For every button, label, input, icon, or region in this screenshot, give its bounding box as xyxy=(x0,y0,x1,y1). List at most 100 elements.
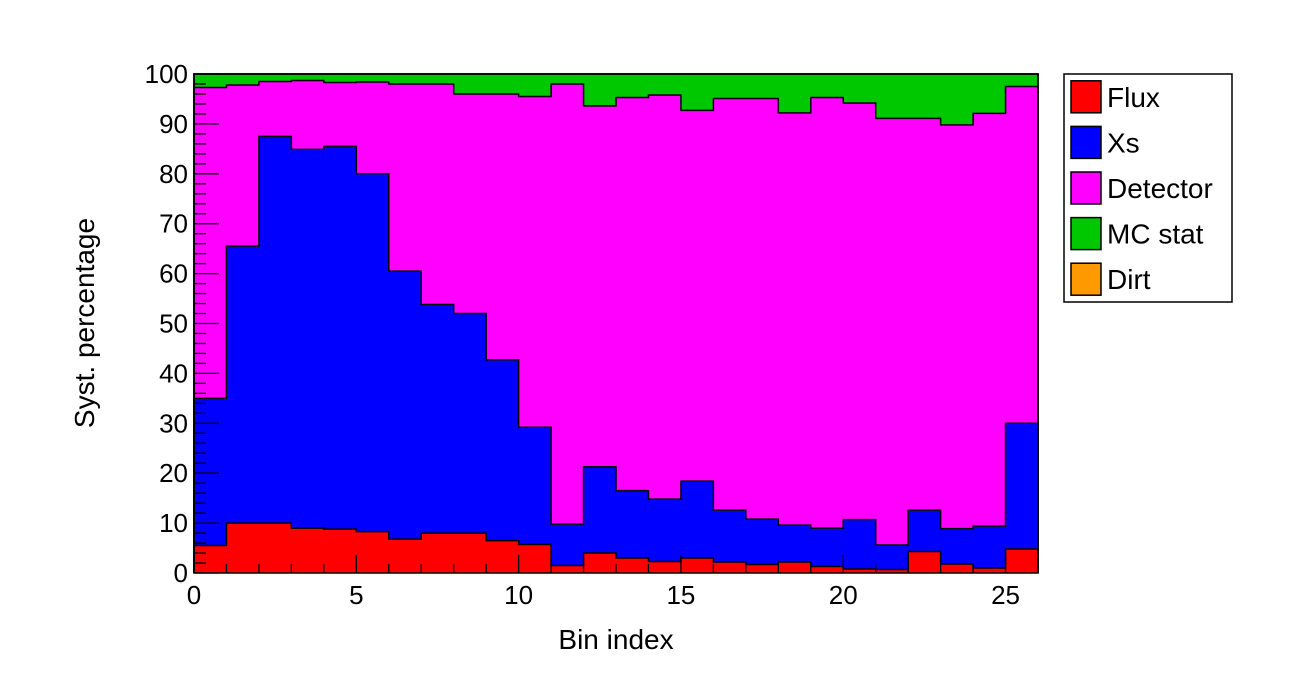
bar-mc-stat-bin-14 xyxy=(648,74,682,96)
bar-mc-stat-bin-17 xyxy=(745,74,779,99)
legend-swatch xyxy=(1070,80,1102,114)
bar-xs-bin-24 xyxy=(973,526,1007,569)
bar-flux-bin-8 xyxy=(453,533,487,574)
bar-mc-stat-bin-0 xyxy=(194,74,228,88)
legend-label: Dirt xyxy=(1107,264,1151,295)
legend-swatch xyxy=(1070,216,1102,251)
outline-xs xyxy=(193,135,1039,573)
legend-entry: Xs xyxy=(1070,125,1140,160)
y-tick-label: 40 xyxy=(159,358,188,388)
bar-mc-stat-bin-6 xyxy=(388,74,422,85)
bar-mc-stat-bin-13 xyxy=(616,74,650,98)
bar-flux-bin-14 xyxy=(648,561,682,574)
outline-detector xyxy=(193,79,1039,573)
bar-mc-stat-bin-7 xyxy=(421,74,455,85)
bar-detector-bin-11 xyxy=(551,83,585,525)
legend-swatch xyxy=(1070,262,1102,296)
bar-flux-bin-13 xyxy=(616,558,650,574)
bar-detector-bin-7 xyxy=(421,83,455,305)
bar-xs-bin-4 xyxy=(323,146,357,530)
histogram-bars xyxy=(193,73,1039,574)
bar-flux-bin-0 xyxy=(194,545,228,574)
bar-xs-bin-9 xyxy=(486,359,520,541)
series-xs xyxy=(194,136,1039,570)
bar-flux-bin-19 xyxy=(810,566,844,574)
bar-detector-bin-4 xyxy=(323,82,357,147)
bar-detector-bin-14 xyxy=(648,94,682,500)
bar-detector-bin-17 xyxy=(745,98,779,520)
outline-flux xyxy=(193,522,1039,573)
bar-detector-bin-15 xyxy=(680,110,714,482)
bar-detector-bin-21 xyxy=(875,118,909,546)
bar-flux-bin-21 xyxy=(875,569,909,574)
legend-entry: Dirt xyxy=(1070,262,1151,296)
y-axis-title: Syst. percentage xyxy=(69,218,100,428)
x-tick-label: 5 xyxy=(349,580,363,610)
bar-detector-bin-22 xyxy=(908,118,942,511)
bar-flux-bin-3 xyxy=(291,528,325,574)
legend-swatch xyxy=(1070,171,1102,205)
bar-detector-bin-12 xyxy=(583,105,617,468)
axes: 0 5 10 15 20 25 0 10 20 30 40 50 60 70 80 90 100 xyxy=(145,59,1039,610)
bar-mc-stat-bin-21 xyxy=(875,74,909,119)
bar-flux-bin-6 xyxy=(388,539,422,574)
x-tick-label: 20 xyxy=(829,580,858,610)
bar-flux-bin-9 xyxy=(486,540,520,574)
bar-mc-stat-bin-3 xyxy=(291,74,325,81)
bar-detector-bin-9 xyxy=(486,93,520,361)
y-tick-label: 100 xyxy=(145,59,188,89)
legend: Flux Xs Detector MC stat Dirt xyxy=(1063,73,1233,303)
bar-mc-stat-bin-24 xyxy=(973,74,1007,114)
bar-xs-bin-0 xyxy=(194,398,228,546)
bar-xs-bin-18 xyxy=(778,525,812,563)
bar-flux-bin-11 xyxy=(551,565,585,574)
bar-detector-bin-25 xyxy=(1005,86,1039,424)
x-tick-label: 15 xyxy=(666,580,695,610)
x-tick-label: 10 xyxy=(504,580,533,610)
bar-flux-bin-2 xyxy=(258,523,292,574)
y-tick-label: 30 xyxy=(159,408,188,438)
bar-flux-bin-23 xyxy=(940,564,974,574)
bar-detector-bin-1 xyxy=(226,84,260,247)
bar-detector-bin-10 xyxy=(518,96,552,428)
bar-mc-stat-bin-9 xyxy=(486,74,520,95)
bar-xs-bin-1 xyxy=(226,246,260,524)
bar-flux-bin-7 xyxy=(421,533,455,574)
series-detector xyxy=(194,80,1039,546)
bar-mc-stat-bin-5 xyxy=(356,74,390,83)
legend-label: Flux xyxy=(1107,82,1160,113)
legend-entry: Detector xyxy=(1070,171,1213,205)
y-tick-label: 50 xyxy=(159,309,188,339)
bar-flux-bin-16 xyxy=(713,562,747,574)
bar-detector-bin-20 xyxy=(843,102,877,521)
bar-mc-stat-bin-23 xyxy=(940,74,974,126)
bar-mc-stat-bin-16 xyxy=(713,74,747,99)
y-axis: 0 10 20 30 40 50 60 70 80 90 100 xyxy=(145,59,219,588)
bar-detector-bin-24 xyxy=(973,113,1007,527)
bar-mc-stat-bin-25 xyxy=(1005,74,1039,87)
bar-xs-bin-23 xyxy=(940,528,974,565)
bar-detector-bin-2 xyxy=(258,81,292,137)
bar-xs-bin-16 xyxy=(713,510,747,563)
bar-flux-bin-22 xyxy=(908,551,942,574)
bar-xs-bin-15 xyxy=(680,481,714,559)
bar-flux-bin-1 xyxy=(226,523,260,574)
x-tick-label: 25 xyxy=(991,580,1020,610)
y-tick-label: 0 xyxy=(174,558,188,588)
legend-swatch xyxy=(1070,125,1102,160)
bar-xs-bin-17 xyxy=(745,519,779,565)
y-tick-label: 20 xyxy=(159,458,188,488)
legend-entry: MC stat xyxy=(1070,216,1204,251)
y-tick-label: 90 xyxy=(159,109,188,139)
bar-xs-bin-13 xyxy=(616,490,650,559)
bar-mc-stat-bin-15 xyxy=(680,74,714,111)
bar-xs-bin-6 xyxy=(388,271,422,540)
bar-xs-bin-25 xyxy=(1005,423,1039,550)
bar-detector-bin-18 xyxy=(778,112,812,526)
bar-detector-bin-19 xyxy=(810,97,844,529)
x-tick-label: 0 xyxy=(187,580,201,610)
series-mc-stat xyxy=(194,74,1039,126)
bar-flux-bin-5 xyxy=(356,531,390,574)
